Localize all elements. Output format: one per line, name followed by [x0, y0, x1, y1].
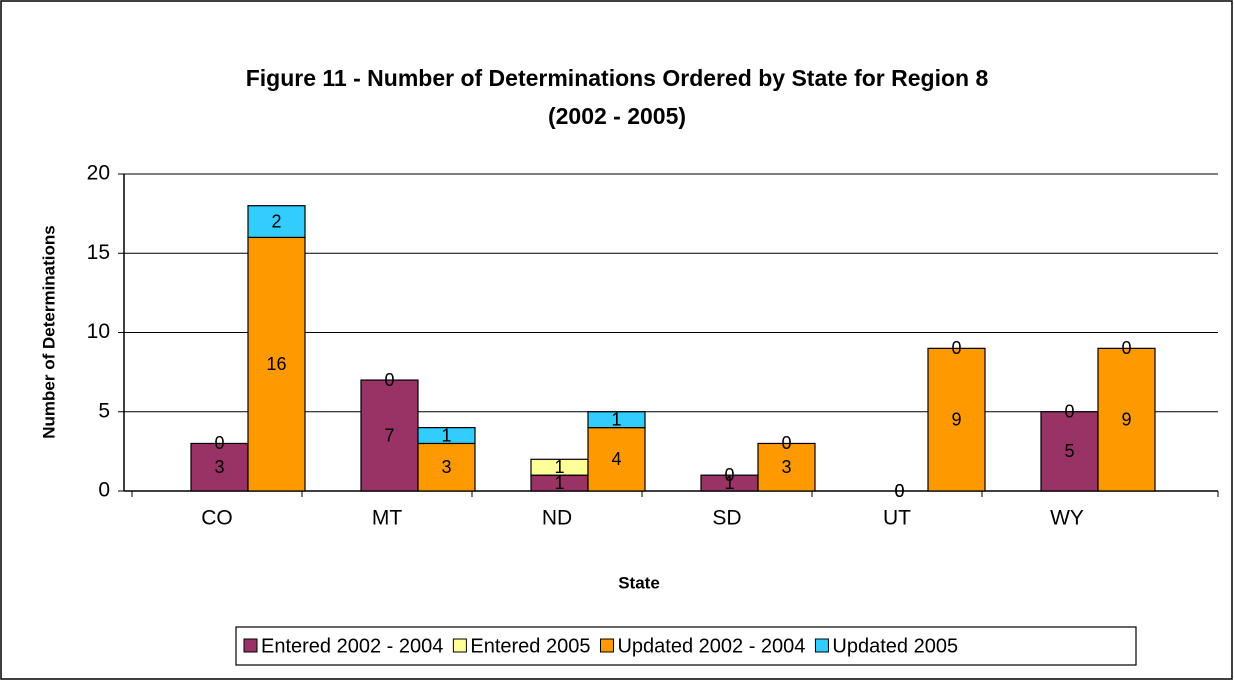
- legend-swatch: [814, 638, 829, 653]
- legend-label: Entered 2002 - 2004: [261, 635, 443, 657]
- data-label: 1: [441, 425, 451, 445]
- data-label: 1: [554, 457, 564, 477]
- y-tick-label: 20: [87, 162, 110, 185]
- x-tick-label: SD: [712, 507, 741, 530]
- data-label: 3: [781, 457, 791, 477]
- bar-segment: [1040, 411, 1099, 492]
- data-label: 0: [214, 433, 224, 453]
- x-tick-label: UT: [883, 507, 911, 530]
- data-label: 1: [554, 473, 564, 493]
- bar-segment: [190, 442, 249, 492]
- x-axis-label: State: [618, 573, 660, 592]
- data-label: 0: [1064, 402, 1074, 422]
- data-label: 2: [271, 211, 281, 231]
- x-tick-label: ND: [542, 507, 572, 530]
- x-tick-label: MT: [372, 507, 402, 530]
- data-label: 9: [951, 409, 961, 429]
- data-label: 0: [724, 465, 734, 485]
- data-label: 16: [266, 354, 286, 374]
- data-label: 0: [951, 338, 961, 358]
- legend-swatch: [452, 638, 467, 653]
- x-tick-label: CO: [201, 507, 233, 530]
- y-tick-label: 5: [98, 399, 110, 422]
- y-tick-label: 15: [87, 241, 110, 264]
- data-label: 0: [894, 481, 904, 501]
- bar-segment: [247, 205, 306, 238]
- data-label: 1: [611, 409, 621, 429]
- bar-segment: [587, 411, 646, 429]
- x-tick-label: WY: [1050, 507, 1084, 530]
- bar-segment: [247, 236, 306, 492]
- y-tick-label: 10: [87, 320, 110, 343]
- legend-label: Entered 2005: [470, 635, 590, 657]
- data-label: 0: [384, 370, 394, 390]
- legend-box: [235, 626, 1137, 666]
- chart-title: Figure 11 - Number of Determinations Ord…: [246, 65, 989, 91]
- data-label: 1: [724, 473, 734, 493]
- legend-swatch: [243, 638, 258, 653]
- y-axis-label: Number of Determinations: [39, 225, 58, 438]
- data-label: 3: [214, 457, 224, 477]
- bar-segment: [1097, 347, 1156, 492]
- y-tick-label: 0: [98, 479, 110, 502]
- data-label: 3: [441, 457, 451, 477]
- bar-segment: [757, 442, 816, 492]
- data-label: 5: [1064, 441, 1074, 461]
- legend-swatch: [599, 638, 614, 653]
- data-label: 7: [384, 425, 394, 445]
- bar-segment: [417, 442, 476, 492]
- data-label: 4: [611, 449, 621, 469]
- bar-segment: [417, 427, 476, 445]
- data-label: 0: [1121, 338, 1131, 358]
- data-label: 0: [781, 433, 791, 453]
- legend-label: Updated 2002 - 2004: [617, 635, 805, 657]
- bar-segment: [927, 347, 986, 492]
- data-label: 9: [1121, 409, 1131, 429]
- chart-title: (2002 - 2005): [548, 103, 686, 129]
- data-label: 0: [894, 481, 904, 501]
- legend-label: Updated 2005: [832, 635, 958, 657]
- bar-segment: [587, 427, 646, 492]
